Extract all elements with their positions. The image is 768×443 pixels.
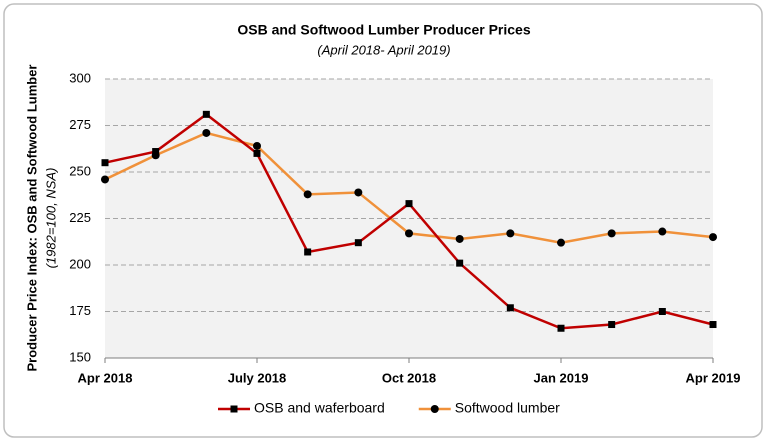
marker xyxy=(709,233,717,242)
marker xyxy=(607,229,616,238)
legend-label: Softwood lumber xyxy=(455,400,560,416)
marker xyxy=(709,321,717,329)
marker xyxy=(506,304,514,312)
marker xyxy=(202,128,211,137)
y-axis-label: Producer Price Index: OSB and Softwood L… xyxy=(24,65,39,372)
marker xyxy=(456,259,464,267)
y-axis-note: (1982=100, NSA) xyxy=(43,168,58,269)
marker xyxy=(405,229,413,238)
y-tick-label: 275 xyxy=(69,117,91,132)
marker xyxy=(304,248,312,256)
marker xyxy=(101,175,109,184)
marker xyxy=(455,234,464,243)
chart-title: OSB and Softwood Lumber Producer Prices xyxy=(237,22,530,38)
x-tick-label: Oct 2018 xyxy=(382,370,436,385)
marker xyxy=(405,200,413,208)
x-tick-label: Jan 2019 xyxy=(534,370,589,385)
marker xyxy=(557,324,565,332)
marker xyxy=(101,159,109,167)
y-tick-label: 250 xyxy=(69,163,91,178)
marker xyxy=(354,239,362,247)
x-tick-label: Apr 2019 xyxy=(686,370,741,385)
marker xyxy=(253,149,261,157)
y-tick-label: 175 xyxy=(69,303,91,318)
marker xyxy=(253,141,261,150)
chart-subtitle: (April 2018- April 2019) xyxy=(317,42,450,57)
marker xyxy=(557,238,565,247)
marker xyxy=(354,188,363,197)
legend-marker xyxy=(430,405,439,413)
legend-label: OSB and waferboard xyxy=(254,400,385,416)
marker xyxy=(658,308,666,315)
y-tick-label: 200 xyxy=(69,256,91,271)
marker xyxy=(658,227,667,236)
legend-marker xyxy=(230,405,238,413)
x-tick-label: Apr 2018 xyxy=(78,370,133,385)
x-tick-label: July 2018 xyxy=(228,370,287,385)
marker xyxy=(202,110,210,118)
marker xyxy=(152,148,160,156)
y-tick-label: 225 xyxy=(69,210,91,225)
marker xyxy=(608,321,616,329)
y-tick-label: 300 xyxy=(69,70,91,85)
marker xyxy=(303,190,312,199)
y-tick-label: 150 xyxy=(69,349,91,364)
marker xyxy=(506,229,515,238)
